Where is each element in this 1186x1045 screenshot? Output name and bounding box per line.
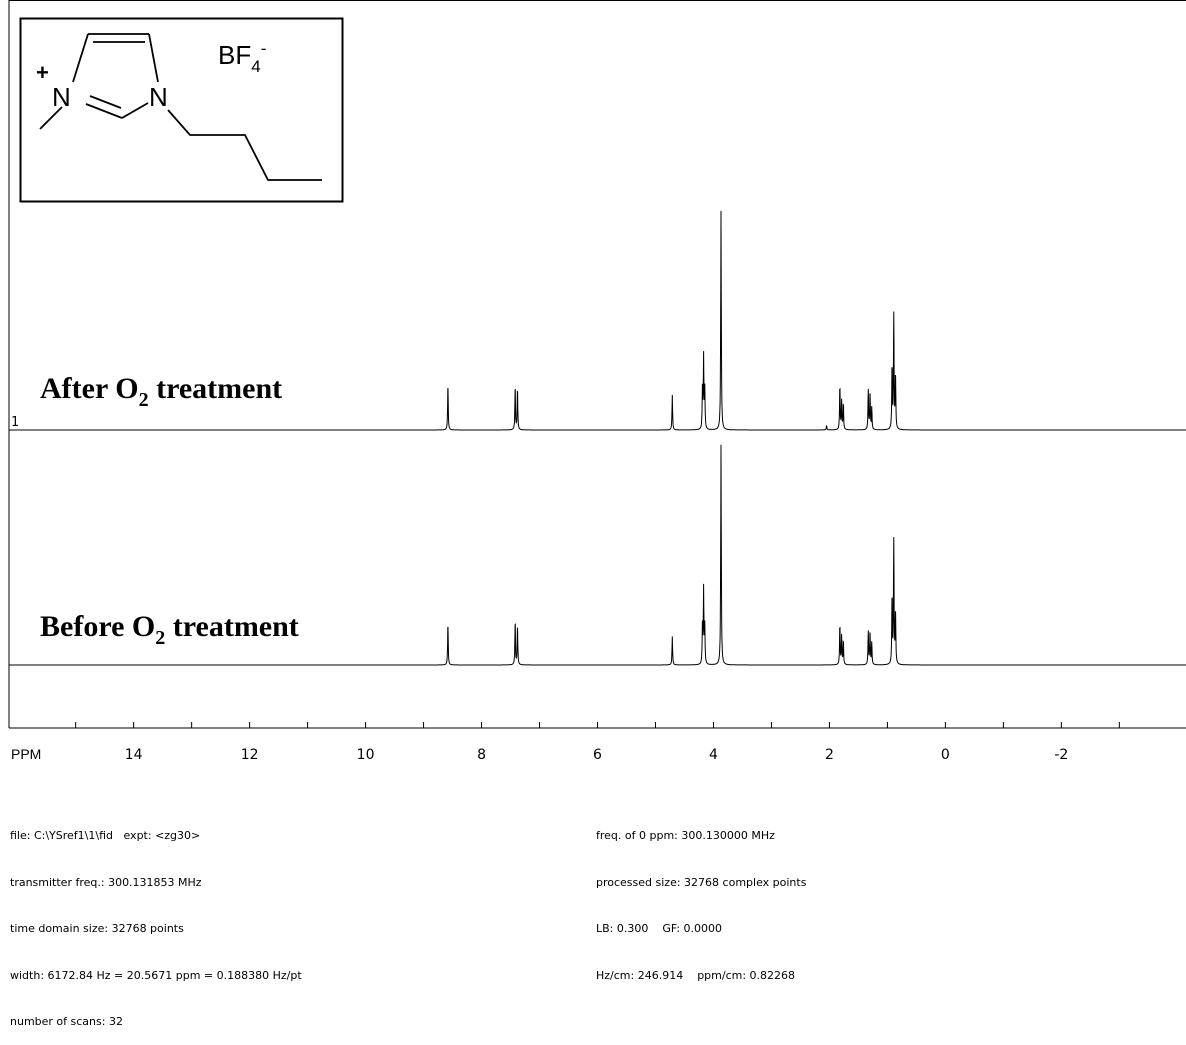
bond-c4-n3	[148, 33, 159, 83]
spectra-group	[9, 210, 1186, 666]
param-time-domain: time domain size: 32768 points	[10, 922, 184, 935]
series-label-after-main: After O	[40, 372, 139, 405]
trace-number-marker: 1	[11, 415, 19, 430]
bmim-bf4-structure: + N N BF4-	[19, 17, 344, 203]
anion-superscript: -	[261, 39, 267, 58]
acquisition-params-left: file: C:\YSref1\1\fid expt: <zg30> trans…	[10, 797, 302, 1045]
x-tick-label-10: 10	[357, 747, 375, 763]
param-transmitter-freq: transmitter freq.: 300.131853 MHz	[10, 875, 202, 889]
param-hz-ppm-per-cm: Hz/cm: 246.914 ppm/cm: 0.82268	[596, 968, 796, 982]
x-tick-label-6: 6	[593, 747, 602, 763]
bond-n1-c2-double	[89, 95, 122, 109]
x-tick-label-14: 14	[125, 747, 143, 763]
butyl-chain	[167, 109, 322, 181]
series-label-before-main: Before O	[40, 610, 155, 643]
x-tick-label--2: -2	[1054, 747, 1068, 763]
bond-n1-c2	[85, 103, 123, 119]
x-tick-label-0: 0	[941, 747, 950, 763]
structure-bonds	[39, 33, 322, 181]
series-label-after-rest: treatment	[149, 372, 283, 405]
atom-n3-label: N	[149, 82, 168, 112]
atom-n1-label: N	[52, 82, 71, 112]
anion-subscript: 4	[251, 57, 260, 76]
positive-charge: +	[36, 60, 49, 85]
structure-box	[19, 17, 344, 203]
param-scans: number of scans: 32	[10, 1015, 123, 1028]
series-label-after-sub: 2	[139, 389, 149, 411]
spectrum-trace-before	[9, 444, 1186, 666]
bond-n1-methyl	[39, 106, 63, 130]
x-tick-label-12: 12	[241, 747, 259, 763]
spectrum-trace-after	[9, 210, 1186, 431]
series-label-before: Before O2 treatment	[40, 610, 299, 649]
param-width: width: 6172.84 Hz = 20.5671 ppm = 0.1883…	[10, 968, 302, 982]
param-zero-freq: freq. of 0 ppm: 300.130000 MHz	[596, 829, 775, 842]
anion-label: BF4-	[218, 39, 266, 76]
series-label-before-sub: 2	[155, 627, 165, 649]
x-tick-label-2: 2	[825, 747, 834, 763]
nmr-spectrum-chart: + N N BF4- 1 After O2 treatment Before O…	[8, 0, 1186, 763]
x-tick-label-8: 8	[477, 747, 486, 763]
acquisition-params-right: freq. of 0 ppm: 300.130000 MHz processed…	[596, 797, 806, 999]
param-file-line: file: C:\YSref1\1\fid expt: <zg30>	[10, 829, 201, 842]
anion-main: BF	[218, 40, 251, 70]
x-axis-label: PPM	[11, 746, 41, 762]
bond-c5-n1	[72, 33, 89, 83]
x-axis: PPM 14 12 10 8 6 4 2 0 -2	[11, 722, 1120, 763]
bond-c2-n3	[121, 102, 149, 119]
x-tick-label-4: 4	[709, 747, 718, 763]
series-label-after: After O2 treatment	[40, 372, 282, 411]
param-processed-size: processed size: 32768 complex points	[596, 875, 807, 889]
param-lb-gf: LB: 0.300 GF: 0.0000	[596, 922, 723, 935]
series-label-before-rest: treatment	[165, 610, 299, 643]
